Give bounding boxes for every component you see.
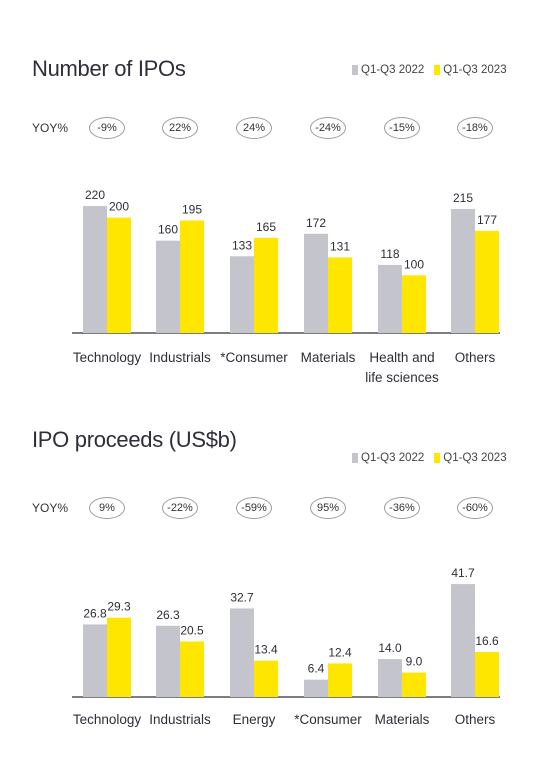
- chart2-value-label-2022-1: 26.3: [156, 608, 180, 622]
- chart1-category-label-2: *Consumer: [220, 350, 288, 365]
- chart2-yoy-badge-3: 95%: [310, 497, 346, 519]
- chart2-value-label-2022-5: 41.7: [451, 566, 475, 580]
- chart1-value-label-2022-4: 118: [380, 247, 399, 261]
- chart2-bar-2022-5: [451, 584, 475, 697]
- chart1-yoy-badge-3: -24%: [310, 117, 346, 139]
- chart1-legend-label-2022: Q1-Q3 2022: [361, 64, 425, 76]
- chart2-category-label-2: Energy: [233, 712, 276, 727]
- chart1-value-label-2023-0: 200: [109, 200, 129, 214]
- chart2-value-label-2023-3: 12.4: [328, 645, 352, 659]
- chart2-title: IPO proceeds (US$b): [32, 427, 237, 452]
- chart2-value-label-2022-2: 32.7: [230, 590, 254, 604]
- chart1-bar-2022-4: [378, 264, 402, 333]
- legend-swatch-2023: [434, 453, 441, 463]
- chart2-category-label-4: Materials: [375, 712, 430, 727]
- chart2-bar-2022-4: [378, 659, 402, 697]
- chart1-bar-2022-1: [156, 240, 180, 333]
- chart2-yoy-label: YOY%: [32, 501, 69, 515]
- chart1-bar-2022-0: [83, 206, 107, 333]
- legend-swatch-2022: [352, 65, 358, 75]
- chart1-yoy-label: YOY%: [32, 121, 69, 135]
- chart2-yoy-badge-0: 9%: [89, 497, 125, 519]
- chart2-value-label-2023-4: 9.0: [406, 655, 423, 669]
- chart2-yoy-badge-4: -36%: [384, 497, 420, 519]
- chart1-value-label-2023-2: 165: [256, 220, 276, 234]
- chart1-bar-2023-1: [180, 220, 204, 333]
- chart1-value-label-2022-2: 133: [232, 238, 252, 252]
- chart2-category-label-1: Industrials: [149, 712, 211, 727]
- chart2-legend-item-2023: Q1-Q3 2023: [434, 452, 507, 464]
- chart1-value-label-2023-3: 131: [330, 239, 350, 253]
- chart1-legend-item-2022: Q1-Q3 2022: [352, 64, 424, 76]
- chart2-legend-label-2023: Q1-Q3 2023: [443, 452, 507, 464]
- chart2-value-label-2022-4: 14.0: [378, 641, 402, 655]
- chart2-value-label-2023-1: 20.5: [180, 623, 204, 637]
- chart1-value-label-2023-5: 177: [477, 213, 497, 227]
- chart2-value-label-2023-0: 29.3: [107, 600, 131, 614]
- chart2-bar-2023-3: [328, 663, 352, 697]
- chart2-bar-2023-2: [254, 660, 278, 697]
- chart1-value-label-2022-3: 172: [306, 216, 326, 230]
- chart2-bar-2023-0: [107, 617, 131, 697]
- chart2-bar-2023-4: [402, 672, 426, 697]
- legend-swatch-2022: [352, 453, 358, 463]
- chart2-legend: Q1-Q3 2022 Q1-Q3 2023: [352, 452, 517, 464]
- chart1-legend-label-2023: Q1-Q3 2023: [443, 64, 507, 76]
- chart1-yoy-badge-0: -9%: [89, 117, 125, 139]
- chart1-bar-2023-3: [328, 257, 352, 333]
- chart1-legend-item-2023: Q1-Q3 2023: [434, 64, 507, 76]
- chart2-yoy-badge-5: -60%: [457, 497, 493, 519]
- chart1-legend: Q1-Q3 2022 Q1-Q3 2023: [352, 64, 517, 76]
- chart2-bar-2022-3: [304, 679, 328, 697]
- chart2-bar-2023-1: [180, 641, 204, 697]
- chart2-legend-item-2022: Q1-Q3 2022: [352, 452, 424, 464]
- chart1-value-label-2022-5: 215: [453, 191, 473, 205]
- chart1-bar-2023-5: [475, 230, 499, 333]
- chart1-bar-2022-2: [230, 256, 254, 333]
- chart1-category-label-1: Industrials: [149, 350, 211, 365]
- chart2-yoy-badge-1: -22%: [162, 497, 198, 519]
- chart2-bar-2022-2: [230, 608, 254, 697]
- chart2-yoy-badge-2: -59%: [236, 497, 272, 519]
- chart1-yoy-badge-2: 24%: [236, 117, 272, 139]
- chart2-value-label-2023-5: 16.6: [475, 634, 499, 648]
- chart1-value-label-2023-1: 195: [182, 203, 202, 217]
- chart1-category-label-0: Technology: [73, 350, 142, 365]
- chart2-category-label-5: Others: [455, 712, 496, 727]
- chart2-category-label-0: Technology: [73, 712, 142, 727]
- chart2-bar-2022-1: [156, 625, 180, 697]
- chart1-bar-2022-3: [304, 233, 328, 333]
- chart1-value-label-2022-0: 220: [85, 188, 105, 202]
- chart1-value-label-2023-4: 100: [404, 257, 424, 271]
- chart1-bar-2023-0: [107, 217, 131, 333]
- legend-swatch-2023: [434, 65, 441, 75]
- chart2-legend-label-2022: Q1-Q3 2022: [361, 452, 425, 464]
- chart1-yoy-badge-5: -18%: [457, 117, 493, 139]
- chart1-category-label-5: Others: [455, 350, 496, 365]
- chart2-bar-2023-5: [475, 652, 499, 697]
- chart1-title: Number of IPOs: [32, 56, 186, 81]
- chart1-category-label-4-line-1: life sciences: [365, 370, 439, 385]
- chart2-category-label-3: *Consumer: [294, 712, 362, 727]
- chart1-bar-2023-4: [402, 275, 426, 333]
- chart2-value-label-2022-0: 26.8: [83, 606, 107, 620]
- chart1-value-label-2022-1: 160: [158, 223, 178, 237]
- chart1-bar-2023-2: [254, 237, 278, 333]
- chart2-value-label-2023-2: 13.4: [254, 643, 278, 657]
- chart2-bar-2022-0: [83, 624, 107, 697]
- chart2-value-label-2022-3: 6.4: [308, 662, 325, 676]
- chart1-bar-2022-5: [451, 208, 475, 333]
- chart1-category-label-4-line-0: Health and: [369, 350, 434, 365]
- chart1-category-label-3: Materials: [301, 350, 356, 365]
- chart1-yoy-badge-4: -15%: [384, 117, 420, 139]
- chart1-yoy-badge-1: 22%: [162, 117, 198, 139]
